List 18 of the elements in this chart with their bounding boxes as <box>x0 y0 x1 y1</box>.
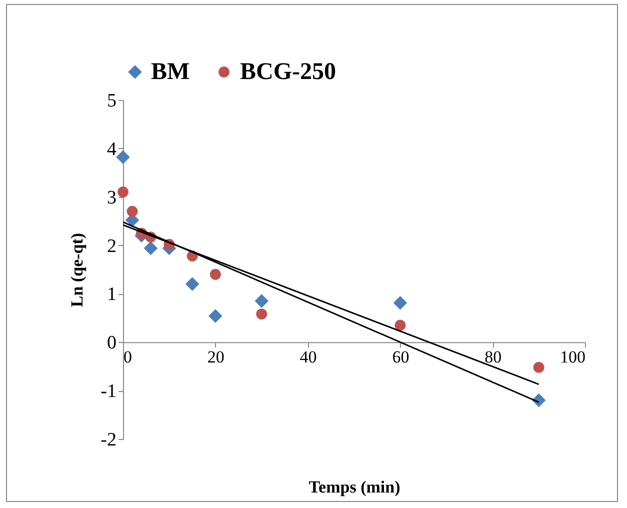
x-tick-label: 100 <box>560 348 586 367</box>
y-tick-label: -1 <box>100 381 116 402</box>
y-tick-label: 0 <box>107 332 116 354</box>
x-axis-title: Temps (min) <box>308 478 400 496</box>
y-tick-label: -2 <box>100 430 116 450</box>
x-tick-label: 20 <box>207 348 224 367</box>
y-tick-label: 1 <box>107 284 116 306</box>
y-tick-label: 3 <box>107 187 116 208</box>
x-tick-label: 40 <box>300 348 317 367</box>
y-tick-label: 2 <box>107 236 116 257</box>
x-tick-label: 80 <box>484 348 502 367</box>
x-tick-label: 0 <box>124 348 132 367</box>
y-axis-title: Ln (qe-qt) <box>68 232 87 308</box>
y-tick-label: 5 <box>107 90 116 112</box>
y-tick-label: 4 <box>107 138 117 160</box>
x-tick-label: 60 <box>392 348 410 367</box>
legend-label: BCG-250 <box>240 59 336 85</box>
legend-label: BM <box>151 59 190 85</box>
